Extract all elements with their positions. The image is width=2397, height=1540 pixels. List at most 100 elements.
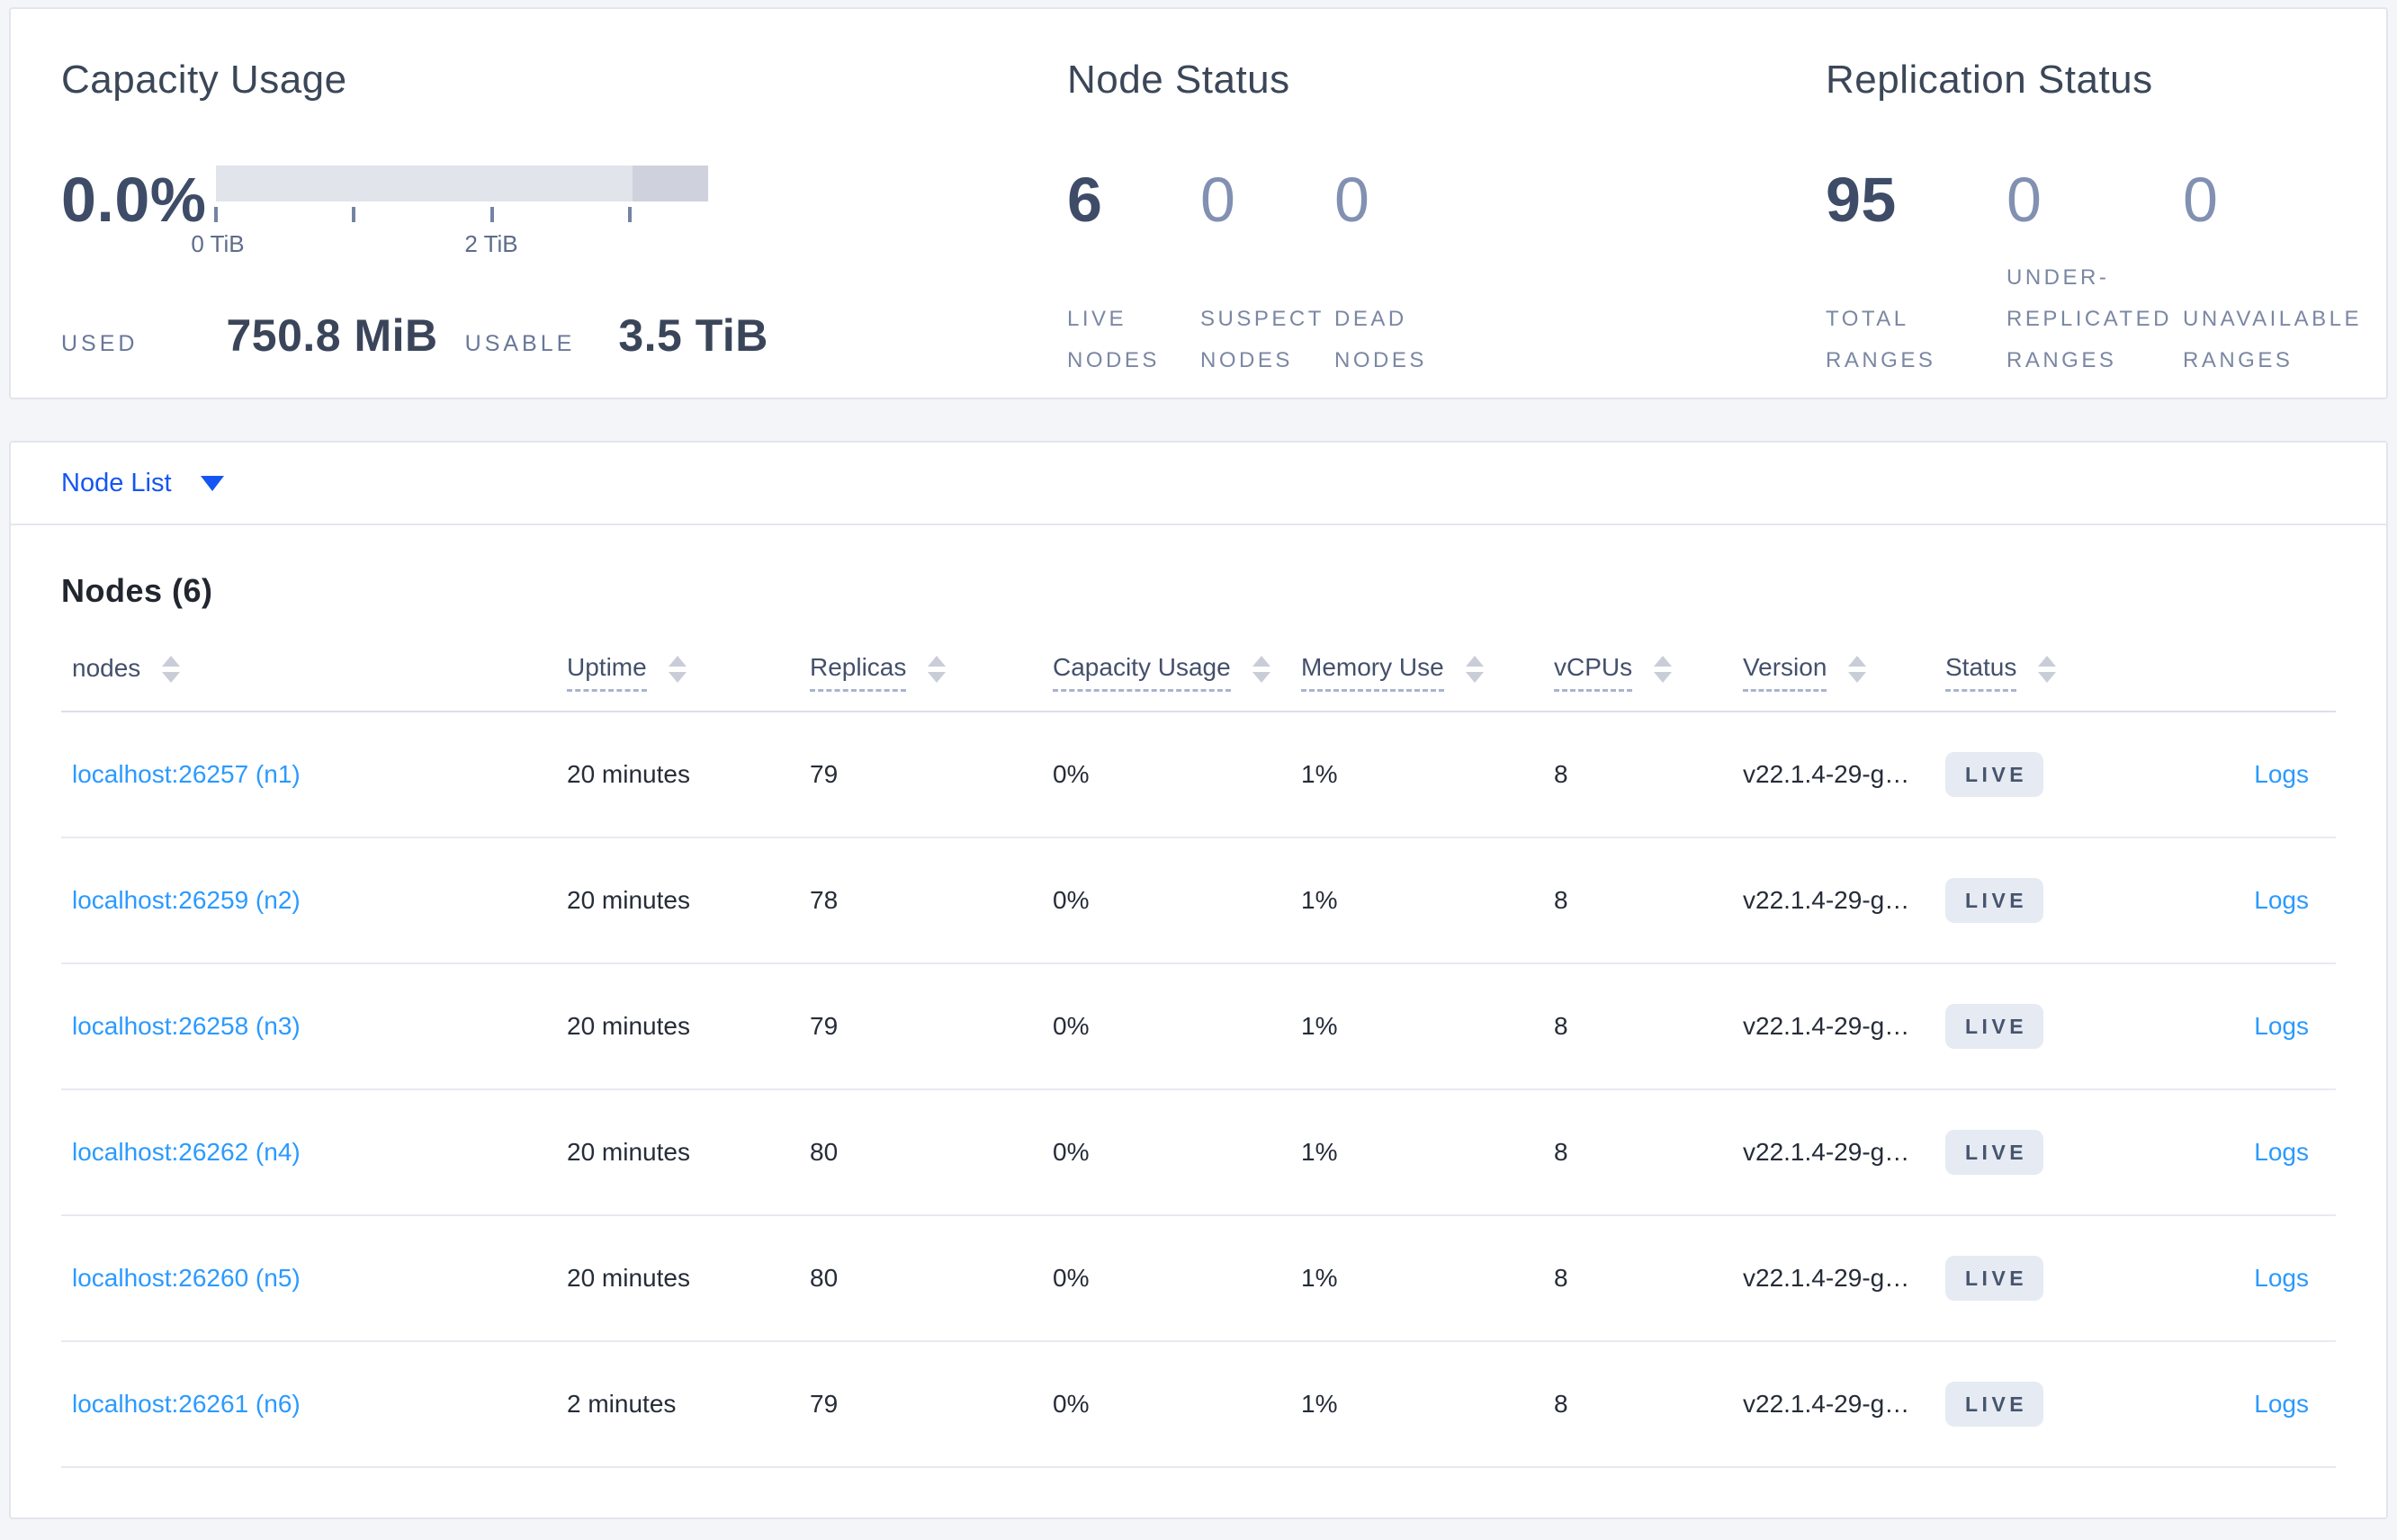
sort-icon [1465,656,1484,683]
memory-cell: 1% [1301,760,1338,788]
replicas-cell: 79 [810,1390,839,1418]
live-nodes-count: 6 [1067,165,1103,235]
capacity-cell: 0% [1053,886,1090,914]
node-link[interactable]: localhost:26258 (n3) [72,1012,301,1040]
status-badge: LIVE [1945,1004,2044,1049]
vcpus-cell: 8 [1554,1012,1568,1040]
memory-cell: 1% [1301,1012,1338,1040]
uptime-cell: 20 minutes [567,1012,690,1040]
suspect-nodes-count: 0 [1200,165,1236,235]
logs-link[interactable]: Logs [2254,760,2309,788]
capacity-bar-segment [633,166,708,201]
memory-cell: 1% [1301,886,1338,914]
uptime-cell: 2 minutes [567,1390,677,1418]
logs-link[interactable]: Logs [2254,1264,2309,1292]
capacity-cell: 0% [1053,1138,1090,1166]
node-link[interactable]: localhost:26262 (n4) [72,1138,301,1166]
total-ranges-count: 95 [1826,165,1897,235]
sort-icon [162,656,181,683]
sort-icon [928,656,947,683]
table-row: localhost:26261 (n6) 2 minutes 79 0% 1% … [61,1342,2336,1468]
vcpus-cell: 8 [1554,886,1568,914]
vcpus-cell: 8 [1554,1138,1568,1166]
version-cell: v22.1.4-29-g… [1743,1138,1910,1166]
status-badge: LIVE [1945,1130,2044,1175]
used-label: USED [61,331,139,356]
dead-nodes-label: DEAD NODES [1334,307,1427,372]
capacity-cell: 0% [1053,760,1090,788]
vcpus-cell: 8 [1554,760,1568,788]
vcpus-cell: 8 [1554,1390,1568,1418]
column-header-vcpus[interactable]: vCPUs [1543,653,1732,692]
version-cell: v22.1.4-29-g… [1743,1264,1910,1292]
uptime-cell: 20 minutes [567,1138,690,1166]
chevron-down-icon [200,475,224,491]
logs-link[interactable]: Logs [2254,1390,2309,1418]
node-link[interactable]: localhost:26257 (n1) [72,760,301,788]
node-link[interactable]: localhost:26259 (n2) [72,886,301,914]
under-replicated-ranges-label: UNDER-REPLICATED RANGES [2006,265,2172,372]
replicas-cell: 80 [810,1138,839,1166]
capacity-cell: 0% [1053,1012,1090,1040]
column-header-uptime[interactable]: Uptime [556,653,799,692]
logs-link[interactable]: Logs [2254,1012,2309,1040]
column-header-status[interactable]: Status [1935,653,2141,692]
capacity-usage-section: Capacity Usage 0.0% 0 TiB 2 TiB USED 750… [61,58,1067,398]
logs-link[interactable]: Logs [2254,1138,2309,1166]
replicas-cell: 79 [810,760,839,788]
replication-status-section: Replication Status 95 0 0 TOTAL RANGES U… [1826,58,2386,398]
replication-status-title: Replication Status [1826,58,2153,102]
sort-icon [1252,656,1270,683]
column-header-version[interactable]: Version [1732,653,1935,692]
logs-link[interactable]: Logs [2254,886,2309,914]
table-row: localhost:26260 (n5) 20 minutes 80 0% 1%… [61,1216,2336,1342]
node-list-dropdown[interactable]: Node List [61,469,224,498]
axis-tick [352,207,355,222]
column-header-nodes[interactable]: nodes [61,654,556,690]
axis-tick-label: 2 TiB [464,230,518,257]
capacity-bar-track [216,166,708,201]
axis-tick-label: 0 TiB [191,230,245,257]
axis-tick [628,207,632,222]
sort-icon [2038,656,2057,683]
usable-value: 3.5 TiB [618,310,768,361]
node-link[interactable]: localhost:26260 (n5) [72,1264,301,1292]
memory-cell: 1% [1301,1264,1338,1292]
axis-tick [214,207,218,222]
sort-icon [1848,656,1867,683]
status-badge: LIVE [1945,752,2044,797]
status-badge: LIVE [1945,878,2044,923]
unavailable-ranges-count: 0 [2183,165,2219,235]
dead-nodes-count: 0 [1334,165,1370,235]
capacity-usage-bar: 0 TiB 2 TiB [191,166,708,259]
table-row: localhost:26262 (n4) 20 minutes 80 0% 1%… [61,1090,2336,1216]
version-cell: v22.1.4-29-g… [1743,1012,1910,1040]
column-header-replicas[interactable]: Replicas [799,653,1042,692]
uptime-cell: 20 minutes [567,760,690,788]
replicas-cell: 80 [810,1264,839,1292]
node-status-section: Node Status 6 0 0 LIVE NODES SUSPECT NOD… [1067,58,1826,398]
node-list-dropdown-label: Node List [61,468,172,497]
replicas-cell: 78 [810,886,839,914]
status-badge: LIVE [1945,1256,2044,1301]
capacity-usage-title: Capacity Usage [61,58,347,102]
live-nodes-label: LIVE NODES [1067,307,1160,372]
status-badge: LIVE [1945,1382,2044,1427]
vcpus-cell: 8 [1554,1264,1568,1292]
node-link[interactable]: localhost:26261 (n6) [72,1390,301,1418]
cluster-summary-panel: Capacity Usage 0.0% 0 TiB 2 TiB USED 750… [9,7,2388,399]
uptime-cell: 20 minutes [567,886,690,914]
capacity-cell: 0% [1053,1264,1090,1292]
version-cell: v22.1.4-29-g… [1743,760,1910,788]
axis-tick [490,207,494,222]
suspect-nodes-label: SUSPECT NODES [1200,307,1324,372]
memory-cell: 1% [1301,1390,1338,1418]
replicas-cell: 79 [810,1012,839,1040]
under-replicated-ranges-count: 0 [2006,165,2042,235]
column-header-capacity-usage[interactable]: Capacity Usage [1042,653,1290,692]
sort-icon [668,656,687,683]
unavailable-ranges-label: UNAVAILABLE RANGES [2183,307,2363,372]
column-header-memory-use[interactable]: Memory Use [1290,653,1543,692]
table-row: localhost:26258 (n3) 20 minutes 79 0% 1%… [61,964,2336,1090]
table-row: localhost:26257 (n1) 20 minutes 79 0% 1%… [61,712,2336,838]
